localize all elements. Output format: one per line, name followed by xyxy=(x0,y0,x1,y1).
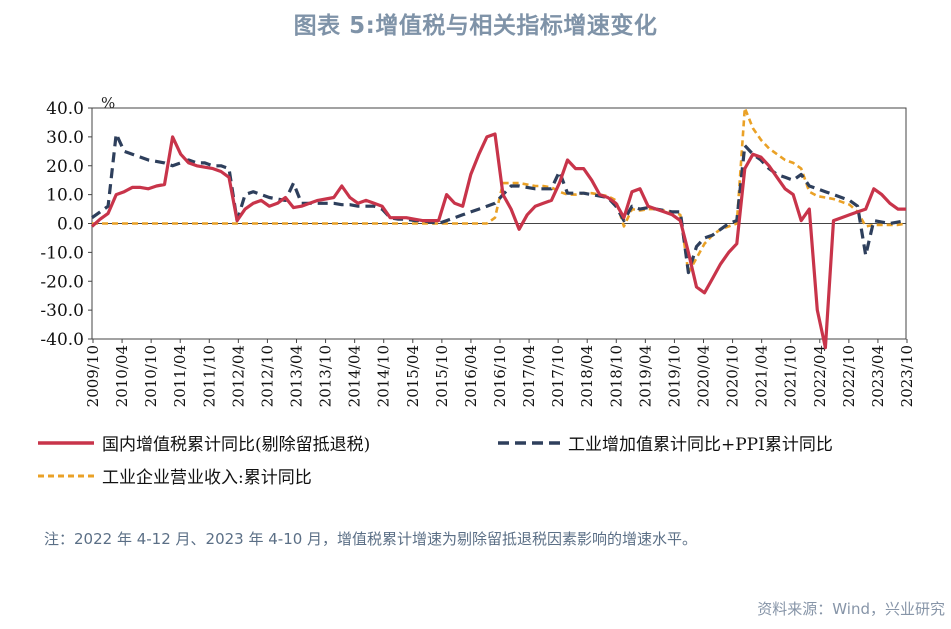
legend-label-vat: 国内增值税累计同比(剔除留抵退税) xyxy=(102,435,371,455)
x-tick-label: 2012/10 xyxy=(258,345,276,407)
x-tick-label: 2009/10 xyxy=(84,345,102,407)
x-tick-label: 2020/04 xyxy=(695,345,713,407)
x-tick-label: 2018/04 xyxy=(578,345,596,407)
y-tick-label: -10.0 xyxy=(40,243,84,263)
x-tick-label: 2013/04 xyxy=(288,345,306,407)
y-tick-label: -30.0 xyxy=(40,301,84,321)
x-tick-label: 2015/04 xyxy=(404,345,422,407)
x-tick-label: 2015/10 xyxy=(433,345,451,407)
source-note: 资料来源：Wind，兴业研究 xyxy=(757,600,945,618)
chart-title: 图表 5:增值税与相关指标增速变化 xyxy=(293,13,658,39)
legend-label-industry: 工业增加值累计同比+PPI累计同比 xyxy=(568,435,833,455)
x-tick-label: 2021/04 xyxy=(753,345,771,407)
x-tick-label: 2022/10 xyxy=(840,345,858,407)
x-tick-label: 2016/04 xyxy=(462,345,480,407)
axes-layer: 40.030.020.010.00.0-10.0-20.0-30.0-40.02… xyxy=(40,99,916,407)
y-tick-label: 0.0 xyxy=(57,215,84,235)
y-tick-label: 10.0 xyxy=(46,186,84,206)
y-tick-label: -40.0 xyxy=(40,330,84,350)
x-tick-label: 2022/04 xyxy=(811,345,829,407)
footnote: 注：2022 年 4-12 月、2023 年 4-10 月，增值税累计增速为剔除… xyxy=(44,530,698,548)
series-line-0 xyxy=(90,132,906,350)
x-tick-label: 2016/10 xyxy=(491,345,509,407)
legend-swatch-revenue xyxy=(38,474,94,477)
legend-swatch-industry xyxy=(498,440,560,445)
x-tick-label: 2020/10 xyxy=(724,345,742,407)
x-tick-label: 2014/10 xyxy=(375,345,393,407)
x-tick-label: 2017/10 xyxy=(549,345,567,407)
y-tick-label: 30.0 xyxy=(46,128,84,148)
x-tick-label: 2011/04 xyxy=(171,345,189,407)
x-tick-label: 2013/10 xyxy=(317,345,335,407)
legend-swatch-vat xyxy=(38,440,94,445)
x-tick-label: 2010/04 xyxy=(113,345,131,407)
legend-label-revenue: 工业企业营业收入:累计同比 xyxy=(102,468,312,488)
series-line-2 xyxy=(92,106,907,274)
x-tick-label: 2023/10 xyxy=(898,345,916,407)
x-tick-label: 2014/04 xyxy=(346,345,364,407)
legend-item-industry: 工业增加值累计同比+PPI累计同比 xyxy=(498,430,833,455)
x-tick-label: 2019/10 xyxy=(665,345,683,407)
x-tick-label: 2018/10 xyxy=(607,345,625,407)
series-layer xyxy=(90,106,907,350)
x-tick-label: 2019/04 xyxy=(636,345,654,407)
y-tick-label: 40.0 xyxy=(46,99,84,119)
x-tick-label: 2012/04 xyxy=(229,345,247,407)
x-tick-label: 2011/10 xyxy=(200,345,218,407)
y-tick-label: 20.0 xyxy=(46,157,84,177)
y-tick-label: -20.0 xyxy=(40,272,84,292)
legend-item-vat: 国内增值税累计同比(剔除留抵退税) xyxy=(38,430,370,455)
x-tick-label: 2021/10 xyxy=(782,345,800,407)
legend-item-revenue: 工业企业营业收入:累计同比 xyxy=(38,463,312,488)
x-tick-label: 2017/04 xyxy=(520,345,538,407)
x-tick-label: 2010/10 xyxy=(142,345,160,407)
x-tick-label: 2023/04 xyxy=(869,345,887,407)
y-unit-label: % xyxy=(101,94,115,112)
